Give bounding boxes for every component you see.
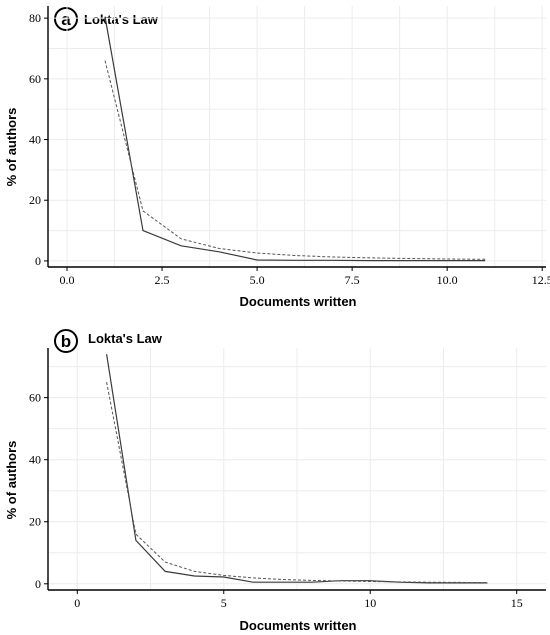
x-tick-label: 10 [364, 596, 376, 610]
ticks: 0 5 10 15 0 20 40 60 [29, 391, 523, 610]
x-tick-label: 0.0 [60, 273, 75, 287]
panel-badge-b: b [54, 329, 78, 353]
ticks: 0.0 2.5 5.0 7.5 10.0 12.5 0 20 40 60 80 [29, 11, 550, 287]
grid [48, 6, 546, 267]
y-tick-label: 80 [29, 11, 41, 25]
chart-title: Lokta's Law [84, 12, 159, 27]
series-line-dashed [106, 382, 488, 584]
x-tick-label: 5 [221, 596, 227, 610]
chart-panel-a: a Lokta's Law 0.0 2.5 5.0 7.5 10.0 12.5 0 20 40 6… [4, 6, 550, 309]
x-tick-label: 5.0 [250, 273, 265, 287]
y-axis-label: % of authors [4, 441, 19, 520]
x-tick-label: 12.5 [532, 273, 550, 287]
y-tick-label: 40 [29, 453, 41, 467]
axes [47, 6, 546, 268]
series-group [104, 16, 486, 262]
series-line-solid [104, 16, 486, 262]
y-tick-label: 0 [35, 577, 41, 591]
y-axis-label: % of authors [4, 108, 19, 187]
chart-title: Lokta's Law [88, 331, 163, 346]
x-tick-label: 0 [74, 596, 80, 610]
y-tick-label: 60 [29, 391, 41, 405]
y-tick-label: 60 [29, 72, 41, 86]
axes [47, 348, 546, 591]
series-line-solid [106, 354, 488, 584]
panel-badge-label: b [61, 332, 71, 351]
series-group [106, 354, 488, 584]
panel-badge-a: a [54, 7, 78, 31]
y-tick-label: 20 [29, 515, 41, 529]
x-tick-label: 15 [511, 596, 523, 610]
x-tick-label: 10.0 [437, 273, 458, 287]
x-tick-label: 7.5 [345, 273, 360, 287]
grid [48, 348, 546, 590]
x-axis-label: Documents written [239, 294, 356, 309]
y-tick-label: 0 [35, 254, 41, 268]
chart-panel-b: b Lokta's Law 0 5 10 15 0 20 40 60 Documents wr… [4, 329, 546, 633]
series-line-dashed [104, 60, 486, 260]
y-tick-label: 20 [29, 193, 41, 207]
x-axis-label: Documents written [239, 618, 356, 633]
panel-badge-label: a [61, 10, 71, 29]
x-tick-label: 2.5 [155, 273, 170, 287]
y-tick-label: 40 [29, 133, 41, 147]
